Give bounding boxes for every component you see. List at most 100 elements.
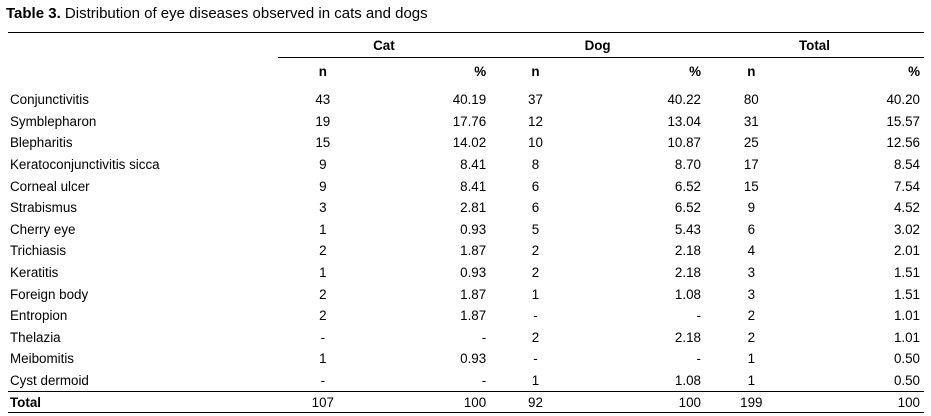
table-caption: Table 3. Distribution of eye diseases ob…	[6, 5, 428, 23]
disease-name: Blepharitis	[10, 135, 73, 151]
table-row: Trichiasis 2 1.87 2 2.18 4 2.01	[8, 240, 924, 262]
cell-cat-n: 9	[319, 157, 327, 173]
cell-cat-pct: 40.19	[452, 92, 487, 108]
table-row: Cherry eye 1 0.93 5 5.43 6 3.02	[8, 219, 924, 241]
table-row: Strabismus 3 2.81 6 6.52 9 4.52	[8, 197, 924, 219]
cell-dog-n: 92	[490, 391, 581, 414]
header-total: Total	[704, 32, 924, 58]
cell-dog-pct: 10.87	[667, 135, 701, 151]
cell-dog-pct: -	[696, 308, 701, 324]
cell-dog-n: 10	[528, 135, 543, 151]
cell-cat-pct: 8.41	[460, 157, 487, 173]
cell-dog-pct: 2.18	[674, 243, 701, 259]
cell-total-n: 199	[704, 391, 798, 414]
header-dog: Dog	[490, 32, 705, 58]
cell-cat-pct: 0.93	[460, 221, 487, 237]
cell-cat-pct: 1.87	[460, 243, 487, 259]
cell-total-n: 25	[743, 135, 759, 151]
cell-total-pct: 12.56	[886, 135, 920, 151]
disease-name: Cherry eye	[10, 221, 76, 237]
cell-total-pct: 7.54	[893, 178, 920, 194]
disease-name: Trichiasis	[10, 243, 67, 259]
cell-total-n: 80	[743, 92, 759, 108]
cell-total-pct: 8.54	[893, 157, 920, 173]
header-cat: Cat	[277, 32, 491, 58]
disease-name: Corneal ulcer	[10, 178, 90, 194]
table-row: Thelazia - - 2 2.18 2 1.01	[8, 327, 924, 349]
cell-dog-n: 6	[531, 200, 540, 216]
cell-cat-pct: -	[481, 373, 487, 389]
cell-cat-n: 9	[319, 178, 327, 194]
cell-dog-n: -	[533, 308, 538, 324]
cell-cat-n: 1	[319, 351, 327, 367]
disease-table: Cat Dog Total n % n % n % Conjunctivitis…	[8, 32, 924, 414]
table-row: Cyst dermoid - - 1 1.08 1 0.50	[8, 370, 924, 392]
cell-dog-pct: 5.43	[674, 221, 701, 237]
cell-cat-pct: 17.76	[452, 113, 487, 129]
cell-total-n: 4	[747, 243, 756, 259]
total-row: Total 107 100 92 100 199 100	[8, 391, 924, 414]
disease-name: Conjunctivitis	[10, 92, 89, 108]
cell-total-pct: 0.50	[893, 373, 920, 389]
cell-cat-n: 43	[315, 92, 331, 108]
cell-total-n: 3	[747, 286, 756, 302]
cell-total-pct: 1.51	[893, 265, 920, 281]
cell-dog-n: 12	[528, 113, 543, 129]
table-row: Keratitis 1 0.93 2 2.18 3 1.51	[8, 262, 924, 284]
cell-total-n: 31	[743, 113, 759, 129]
cell-total-n: 2	[747, 329, 756, 345]
cell-cat-n: 2	[319, 286, 327, 302]
cell-total-n: 17	[743, 157, 759, 173]
header-sub-row: n % n % n %	[8, 57, 924, 86]
cell-total-pct: 15.57	[886, 113, 920, 129]
cell-dog-n: 2	[531, 265, 540, 281]
disease-name: Thelazia	[10, 329, 61, 345]
cell-total-pct: 0.50	[893, 351, 920, 367]
header-group-row: Cat Dog Total	[8, 32, 924, 58]
table-row: Keratoconjunctivitis sicca 9 8.41 8 8.70 17 8.…	[8, 154, 924, 176]
header-cat-n: n	[277, 57, 369, 85]
cell-dog-pct: 8.70	[674, 157, 701, 173]
cell-cat-pct: 0.93	[460, 265, 487, 281]
header-cat-pct: %	[368, 57, 491, 85]
cell-total-n: 1	[747, 373, 756, 389]
header-total-n: n	[704, 57, 798, 85]
cell-cat-n: 19	[315, 113, 331, 129]
cell-dog-n: 6	[531, 178, 540, 194]
cell-total-pct: 100	[797, 391, 924, 414]
cell-cat-pct: 8.41	[460, 178, 487, 194]
disease-name: Keratitis	[10, 265, 59, 281]
cell-dog-pct: 6.52	[674, 178, 701, 194]
header-sub-blank	[8, 58, 278, 86]
cell-dog-n: 2	[531, 329, 540, 345]
total-label: Total	[8, 391, 278, 414]
cell-dog-n: 5	[531, 221, 540, 237]
cell-cat-pct: 100	[368, 391, 491, 414]
cell-cat-n: 107	[277, 391, 369, 414]
cell-cat-pct: 1.87	[460, 286, 487, 302]
disease-name: Foreign body	[10, 286, 89, 302]
disease-name: Keratoconjunctivitis sicca	[10, 157, 160, 173]
cell-total-n: 3	[747, 265, 756, 281]
cell-cat-n: 3	[319, 200, 327, 216]
cell-total-pct: 1.01	[893, 329, 920, 345]
cell-cat-n: -	[320, 373, 326, 389]
table-row: Conjunctivitis 43 40.19 37 40.22 80 40.20	[8, 85, 924, 111]
cell-cat-n: 1	[319, 221, 327, 237]
table-row: Meibomitis 1 0.93 - - 1 0.50	[8, 348, 924, 370]
cell-cat-n: -	[320, 329, 326, 345]
cell-cat-n: 2	[319, 308, 327, 324]
disease-name: Strabismus	[10, 200, 77, 216]
cell-cat-n: 15	[315, 135, 331, 151]
cell-total-pct: 4.52	[893, 200, 920, 216]
disease-name: Cyst dermoid	[10, 373, 89, 389]
cell-dog-pct: 1.08	[674, 373, 701, 389]
cell-total-pct: 2.01	[893, 243, 920, 259]
table-caption-text: Distribution of eye diseases observed in…	[60, 5, 428, 22]
cell-total-n: 9	[747, 200, 756, 216]
header-dog-n: n	[490, 57, 581, 85]
table-row: Corneal ulcer 9 8.41 6 6.52 15 7.54	[8, 175, 924, 197]
cell-dog-n: 1	[531, 373, 540, 389]
cell-dog-pct: 100	[580, 391, 705, 414]
cell-dog-n: -	[533, 351, 538, 367]
